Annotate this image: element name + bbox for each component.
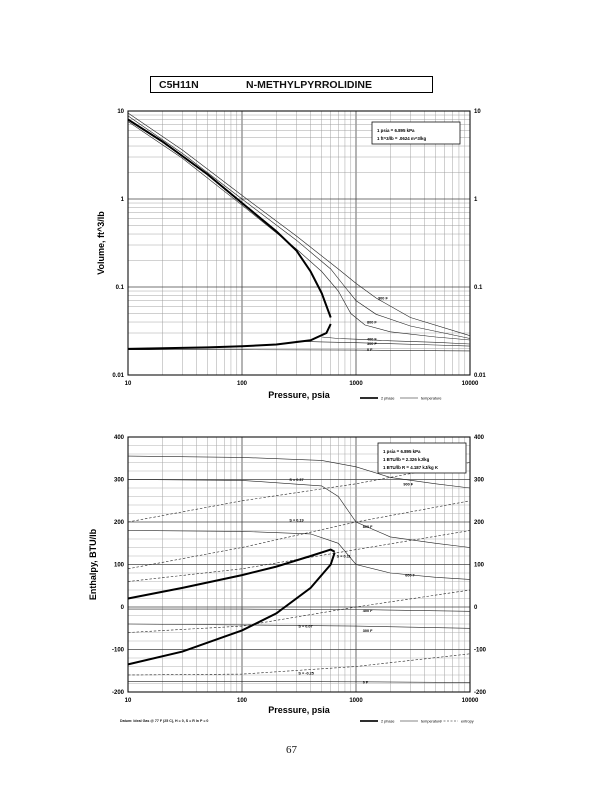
- compound-title-box: C5H11N N-METHYLPYRROLIDINE: [150, 76, 433, 93]
- chart2-temperature-line-600-f: [127, 530, 471, 580]
- chart2-y-axis-label: Enthalpy, BTU/lb: [88, 528, 98, 600]
- chart2-legend-label: entropy: [461, 720, 474, 724]
- chart1-y-tick-label: 1: [121, 197, 125, 203]
- chart1-curve-annotation: 300 F: [367, 342, 377, 346]
- chart1-temperature-line-800-f: [127, 115, 471, 339]
- chart1-legend-label: temperature: [421, 397, 441, 401]
- chart1-conversion-text: 1 ft^3/lb = .0624 m^3/kg: [377, 136, 426, 141]
- chart2-legend-label: temperature: [421, 720, 441, 724]
- chart2-y-tick-label: 100: [114, 563, 125, 569]
- chart2-two-phase-liquid-curve: [127, 552, 336, 666]
- chart1-temperature-line-900-f: [127, 112, 471, 336]
- chart2-y-tick-label-right: 0: [474, 605, 478, 611]
- chart1-y-tick-label: 0.01: [112, 373, 124, 379]
- chart2-y-tick-label-right: 100: [474, 563, 485, 569]
- chart2-y-tick-label: 300: [114, 478, 125, 484]
- chart1-conversion-text: 1 psia = 6.895 kPa: [377, 128, 415, 133]
- chart2-x-tick-label: 10000: [462, 698, 479, 704]
- chart2-y-tick-label-right: 200: [474, 520, 485, 526]
- chart1-y-axis-label: Volume, ft^3/lb: [96, 211, 106, 275]
- page-number: 67: [286, 744, 297, 756]
- datum-note: Datum: Ideal Gas @ 77 F (25 C), H = 0, S…: [120, 719, 209, 723]
- chart2-entropy-line-s-0-19: [127, 500, 471, 570]
- chart2-legend-label: 2 phase: [381, 720, 395, 724]
- chart2-y-tick-label-right: -100: [474, 648, 487, 654]
- compound-formula: C5H11N: [159, 78, 199, 91]
- chart2-y-tick-label-right: 400: [474, 435, 485, 441]
- chart1-curve-annotation: 400 F: [367, 338, 377, 342]
- chart1-curve-annotation: 800 F: [367, 321, 377, 325]
- chart2-temperature-line-300-f: [127, 623, 471, 629]
- chart1-y-tick-label: 10: [117, 109, 124, 115]
- chart1-legend-label: 2 phase: [381, 397, 395, 401]
- chart1-x-tick-label: 100: [237, 381, 248, 387]
- chart1-x-tick-label: 10000: [462, 381, 479, 387]
- chart2-curve-annotation: S = -0.25: [298, 671, 314, 675]
- chart1-two-phase-vapor-curve: [127, 118, 332, 318]
- chart2-curve-annotation: S = 0.07: [298, 625, 312, 629]
- chart2-y-tick-label: 400: [114, 435, 125, 441]
- chart1-y-tick-label: 0.1: [116, 285, 125, 291]
- chart2-temperature-line-900-f: [127, 455, 471, 489]
- chart1-x-tick-label: 10: [125, 381, 132, 387]
- chart1-two-phase-liquid-curve: [127, 323, 332, 350]
- chart2-curve-annotation: 800 F: [363, 525, 373, 529]
- chart2-y-tick-label: 0: [121, 605, 125, 611]
- chart2-curve-annotation: 300 F: [363, 629, 373, 633]
- chart2-conversion-box: [377, 442, 467, 474]
- chart2-temperature-line-800-f: [127, 479, 471, 548]
- compound-name: N-METHYLPYRROLIDINE: [246, 78, 372, 91]
- chart2-entropy-line-s-0-07: [127, 589, 471, 633]
- chart1-curve-annotation: 0 F: [367, 348, 373, 352]
- chart2-y-tick-label: -200: [112, 690, 125, 696]
- chart2-curve-annotation: S = 0.11: [337, 555, 351, 559]
- chart2-conversion-text: 1 psia = 6.895 kPa: [383, 449, 421, 454]
- chart2-x-tick-label: 1000: [349, 698, 363, 704]
- chart2-curve-annotation: S = 0.37: [289, 478, 303, 482]
- chart1-temperature-line-600-f: [127, 121, 471, 341]
- chart2-y-tick-label: -100: [112, 648, 125, 654]
- chart2-curve-annotation: 0 F: [363, 680, 369, 684]
- chart2-x-axis-label: Pressure, psia: [268, 705, 331, 715]
- chart1-y-tick-label-right: 10: [474, 109, 481, 115]
- chart2-conversion-text: 1 BTU/lb R = 4.187 kJ/kg K: [383, 465, 439, 470]
- chart1-temperature-line-400-f: [321, 336, 471, 345]
- chart2-x-tick-label: 10: [125, 698, 132, 704]
- chart1-x-tick-label: 1000: [349, 381, 363, 387]
- chart2-temperature-line-400-f: [128, 608, 471, 612]
- chart1-y-tick-label-right: 0.01: [474, 373, 486, 379]
- chart1-temperature-line-300-f: [296, 340, 471, 347]
- chart1-y-tick-label-right: 0.1: [474, 285, 483, 291]
- chart2-curve-annotation: 400 F: [363, 609, 373, 613]
- chart2-curve-annotation: 900 F: [403, 482, 413, 486]
- chart1-conversion-box: [371, 121, 461, 145]
- chart2-y-tick-label: 200: [114, 520, 125, 526]
- chart2-curve-annotation: 600 F: [405, 574, 415, 578]
- chart1-x-axis-label: Pressure, psia: [268, 390, 331, 400]
- chart2-conversion-text: 1 BTU/lb = 2.326 kJ/kg: [383, 457, 430, 462]
- chart1-plot-frame: [127, 110, 471, 376]
- chart2-y-tick-label-right: -200: [474, 690, 487, 696]
- chart2-entropy-line-s-0-25: [127, 653, 471, 676]
- chart2-x-tick-label: 100: [237, 698, 248, 704]
- chart2-temperature-line-0-f: [128, 681, 471, 683]
- chart2-y-tick-label-right: 300: [474, 478, 485, 484]
- chart2-plot-frame: [127, 436, 471, 693]
- chart2-two-phase-vapor-curve: [127, 548, 336, 600]
- chart2-curve-annotation: S = 0.19: [289, 518, 303, 522]
- chart1-temperature-line-0-f: [128, 349, 471, 352]
- chart1-curve-annotation: 900 F: [378, 296, 388, 300]
- chart1-y-tick-label-right: 1: [474, 197, 478, 203]
